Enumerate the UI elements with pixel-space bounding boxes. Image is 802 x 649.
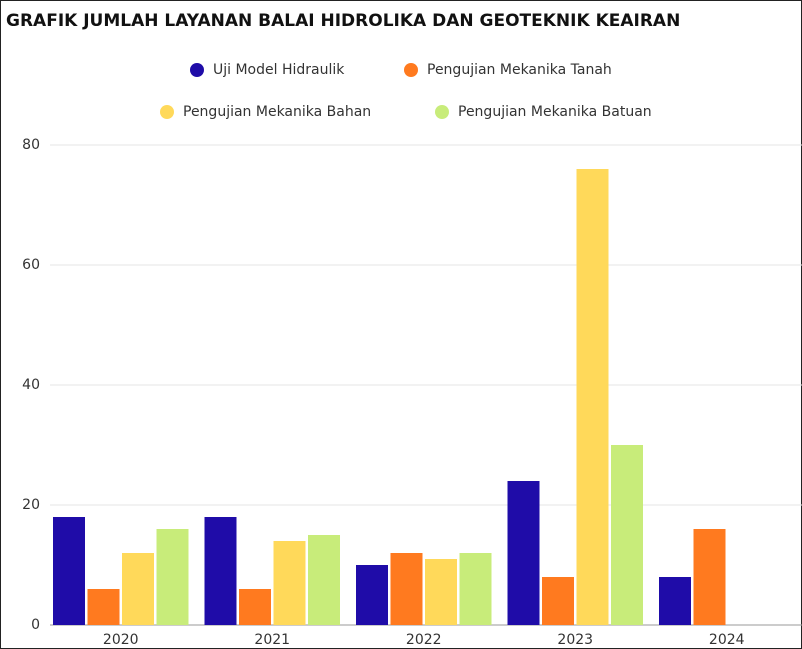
bar [273, 541, 306, 625]
y-tick-label: 0 [31, 617, 40, 633]
y-tick-label: 60 [22, 257, 40, 273]
legend-marker [404, 63, 418, 77]
bar [507, 481, 540, 625]
bar [576, 169, 609, 625]
bar [122, 553, 154, 625]
bar [425, 559, 457, 625]
legend-label: Pengujian Mekanika Batuan [458, 104, 652, 120]
legend-label: Pengujian Mekanika Tanah [427, 62, 612, 78]
bar [53, 517, 85, 625]
x-tick-label: 2023 [557, 632, 593, 648]
bar [356, 565, 388, 625]
y-tick-label: 80 [22, 137, 40, 153]
legend-marker [190, 63, 204, 77]
bar [659, 577, 691, 625]
x-tick-label: 2020 [103, 632, 139, 648]
bar [308, 535, 340, 625]
bar [542, 577, 574, 625]
x-tick-label: 2021 [254, 632, 290, 648]
legend-marker [160, 105, 174, 119]
bar [239, 589, 271, 625]
y-tick-label: 20 [22, 497, 40, 513]
bar [87, 589, 120, 625]
legend-marker [435, 105, 449, 119]
x-tick-label: 2024 [709, 632, 745, 648]
bar [611, 445, 643, 625]
bar [693, 529, 726, 625]
bar [204, 517, 237, 625]
legend-label: Uji Model Hidraulik [213, 62, 345, 78]
x-tick-label: 2022 [406, 632, 442, 648]
chart-title: GRAFIK JUMLAH LAYANAN BALAI HIDROLIKA DA… [6, 11, 680, 31]
y-tick-label: 40 [22, 377, 40, 393]
bar [390, 553, 423, 625]
bar [156, 529, 189, 625]
legend-label: Pengujian Mekanika Bahan [183, 104, 371, 120]
bar [459, 553, 492, 625]
